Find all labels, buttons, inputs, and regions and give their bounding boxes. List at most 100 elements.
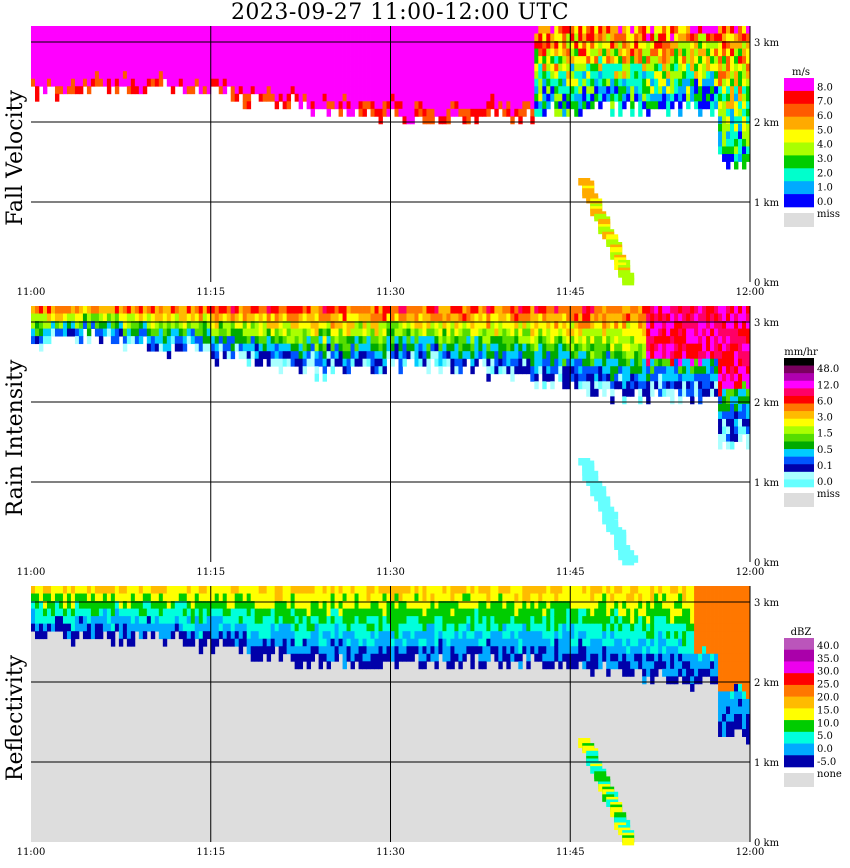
heatmap-cell	[374, 93, 379, 102]
heatmap-cell	[510, 373, 515, 382]
heatmap-cell	[562, 381, 567, 390]
heatmap-cell	[170, 616, 176, 625]
heatmap-cell	[742, 146, 747, 155]
heatmap-cell	[386, 306, 391, 314]
heatmap-cell	[74, 33, 80, 42]
heatmap-cell	[338, 328, 343, 337]
heatmap-cell	[246, 336, 252, 345]
heatmap-cell	[590, 601, 595, 609]
heatmap-cell	[66, 313, 72, 322]
heatmap-cell	[534, 101, 539, 110]
heatmap-cell	[442, 328, 447, 337]
heatmap-cell	[562, 646, 567, 655]
heatmap-cell	[410, 33, 415, 42]
heatmap-cell	[454, 33, 459, 42]
heatmap-cell	[510, 78, 515, 87]
heatmap-cell	[738, 328, 743, 337]
heatmap-cell	[538, 63, 543, 72]
heatmap-cell	[502, 321, 507, 329]
heatmap-cell	[254, 646, 260, 655]
heatmap-cell	[242, 93, 248, 102]
heatmap-cell	[142, 586, 148, 594]
heatmap-cell	[314, 33, 319, 42]
heatmap-cell	[110, 56, 116, 65]
heatmap-cell	[566, 608, 571, 617]
heatmap-cell	[462, 63, 467, 72]
heatmap-cell	[710, 336, 715, 345]
heatmap-cell	[326, 26, 331, 34]
heatmap-cell	[734, 343, 739, 352]
heatmap-cell	[670, 388, 675, 397]
heatmap-cell	[266, 48, 272, 57]
heatmap-cell	[158, 586, 164, 594]
heatmap-cell	[350, 601, 355, 609]
heatmap-cell	[238, 321, 244, 329]
heatmap-cell	[146, 328, 152, 337]
heatmap-cell	[546, 71, 551, 80]
heatmap-cell	[746, 48, 751, 57]
heatmap-cell	[570, 653, 575, 662]
heatmap-cell	[614, 373, 619, 382]
heatmap-cell	[266, 71, 272, 80]
heatmap-cell	[266, 593, 272, 602]
heatmap-cell	[582, 306, 587, 314]
heatmap-cell	[646, 56, 651, 65]
heatmap-cell	[458, 313, 463, 322]
heatmap-cell	[574, 71, 579, 80]
heatmap-cell	[502, 366, 507, 375]
heatmap-cell	[746, 86, 751, 95]
heatmap-cell	[86, 71, 92, 80]
heatmap-cell	[310, 638, 315, 647]
heatmap-cell	[718, 146, 723, 155]
heatmap-cell	[546, 336, 551, 345]
heatmap-cell	[310, 56, 315, 65]
heatmap-cell	[694, 63, 699, 72]
heatmap-cell	[234, 608, 240, 617]
heatmap-cell	[582, 616, 587, 625]
heatmap-cell	[370, 661, 375, 670]
heatmap-cell	[106, 328, 112, 337]
heatmap-cell	[242, 608, 248, 617]
heatmap-cell	[50, 616, 56, 625]
heatmap-cell	[346, 71, 351, 80]
heatmap-cell	[254, 63, 260, 72]
heatmap-cell	[310, 313, 315, 322]
heatmap-cell	[738, 373, 743, 382]
heatmap-cell	[730, 63, 735, 72]
heatmap-cell	[654, 343, 659, 352]
heatmap-cell	[650, 306, 655, 314]
heatmap-cell	[582, 86, 587, 95]
heatmap-cell	[210, 48, 216, 57]
heatmap-cell	[314, 586, 319, 594]
heatmap-cell	[550, 623, 555, 632]
heatmap-cell	[546, 48, 551, 57]
heatmap-cell	[258, 623, 264, 632]
heatmap-cell	[686, 93, 691, 102]
heatmap-cell	[458, 646, 463, 655]
heatmap-cell	[686, 33, 691, 42]
heatmap-cell	[658, 41, 663, 49]
heatmap-cell	[630, 86, 635, 95]
heatmap-cell	[166, 623, 172, 632]
heatmap-cell	[290, 86, 296, 95]
heatmap-cell	[330, 71, 335, 80]
heatmap-cell	[570, 71, 575, 80]
heatmap-cell	[190, 601, 196, 609]
heatmap-cell	[746, 366, 751, 375]
heatmap-cell	[502, 101, 507, 110]
heatmap-cell	[226, 321, 232, 329]
heatmap-cell	[726, 48, 731, 57]
heatmap-cell	[742, 48, 747, 57]
heatmap-cell	[466, 646, 471, 655]
heatmap-cell	[502, 586, 507, 594]
heatmap-cell	[550, 381, 555, 390]
heatmap-cell	[110, 306, 116, 314]
heatmap-cell	[218, 631, 224, 640]
heatmap-cell	[542, 306, 547, 314]
heatmap-cell	[470, 586, 475, 594]
heatmap-cell	[170, 78, 176, 87]
heatmap-cell	[486, 336, 491, 345]
heatmap-cell	[178, 41, 184, 49]
heatmap-cell	[330, 78, 335, 87]
heatmap-cell	[306, 608, 312, 617]
